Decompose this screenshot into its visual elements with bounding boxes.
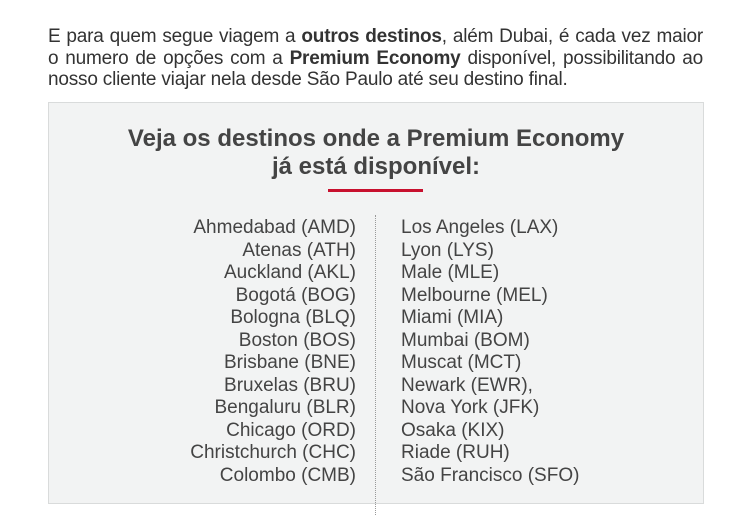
title-line-1: Veja os destinos onde a Premium Economy: [127, 125, 625, 152]
destination-item: Los Angeles (LAX): [401, 217, 559, 238]
destinations-right-column: Los Angeles (LAX) Lyon (LYS) Male (MLE) Mel…: [401, 217, 579, 487]
intro-bold-premium-economy: Premium Economy: [289, 47, 461, 69]
intro-paragraph: E para quem segue viagem a outros destin…: [48, 26, 703, 91]
destination-item: Miami (MIA): [401, 307, 504, 328]
destination-item: Christchurch (CHC): [190, 442, 356, 463]
destination-item: Male (MLE): [401, 262, 500, 283]
destination-item: Colombo (CMB): [219, 464, 356, 486]
destination-item: Riade (RUH): [401, 442, 510, 463]
intro-text: E para quem segue viagem a: [48, 26, 302, 47]
accent-rule: [328, 189, 423, 192]
destination-item: Atenas (ATH): [242, 239, 356, 261]
destination-item: Newark (EWR),: [401, 374, 533, 396]
destination-item: Bologna (BLQ): [230, 307, 356, 328]
destination-item: São Francisco (SFO): [401, 464, 580, 486]
destinations-box: Veja os destinos onde a Premium Economy …: [48, 102, 704, 515]
destination-item: Osaka (KIX): [401, 419, 505, 441]
intro-bold-destinations: outros destinos: [301, 26, 442, 47]
destination-item: Lyon (LYS): [401, 239, 494, 261]
destination-item: Ahmedabad (AMD): [193, 217, 356, 238]
destination-item: Chicago (ORD): [226, 419, 356, 441]
intro-text: disponível, possibilitando ao nosso clie…: [48, 47, 703, 91]
destination-item: Brisbane (BNE): [224, 352, 356, 373]
intro-text: , além Dubai, é cada vez maior o numero …: [48, 26, 703, 69]
destination-item: Bengaluru (BLR): [214, 397, 356, 418]
destination-item: Nova York (JFK): [401, 397, 540, 418]
destinations-left-column: Ahmedabad (AMD) Atenas (ATH) Auckland (AKL…: [190, 217, 356, 487]
column-divider: [375, 215, 376, 515]
destination-item: Boston (BOS): [238, 329, 356, 351]
destination-item: Mumbai (BOM): [401, 329, 530, 351]
destination-item: Bruxelas (BRU): [224, 374, 356, 396]
destination-item: Muscat (MCT): [401, 352, 522, 373]
destination-item: Melbourne (MEL): [401, 284, 548, 306]
title-line-2: já está disponível:: [271, 153, 481, 180]
destinations-title: Veja os destinos onde a Premium Economy …: [49, 125, 703, 181]
destination-item: Auckland (AKL): [223, 262, 356, 283]
destination-item: Bogotá (BOG): [235, 284, 356, 306]
